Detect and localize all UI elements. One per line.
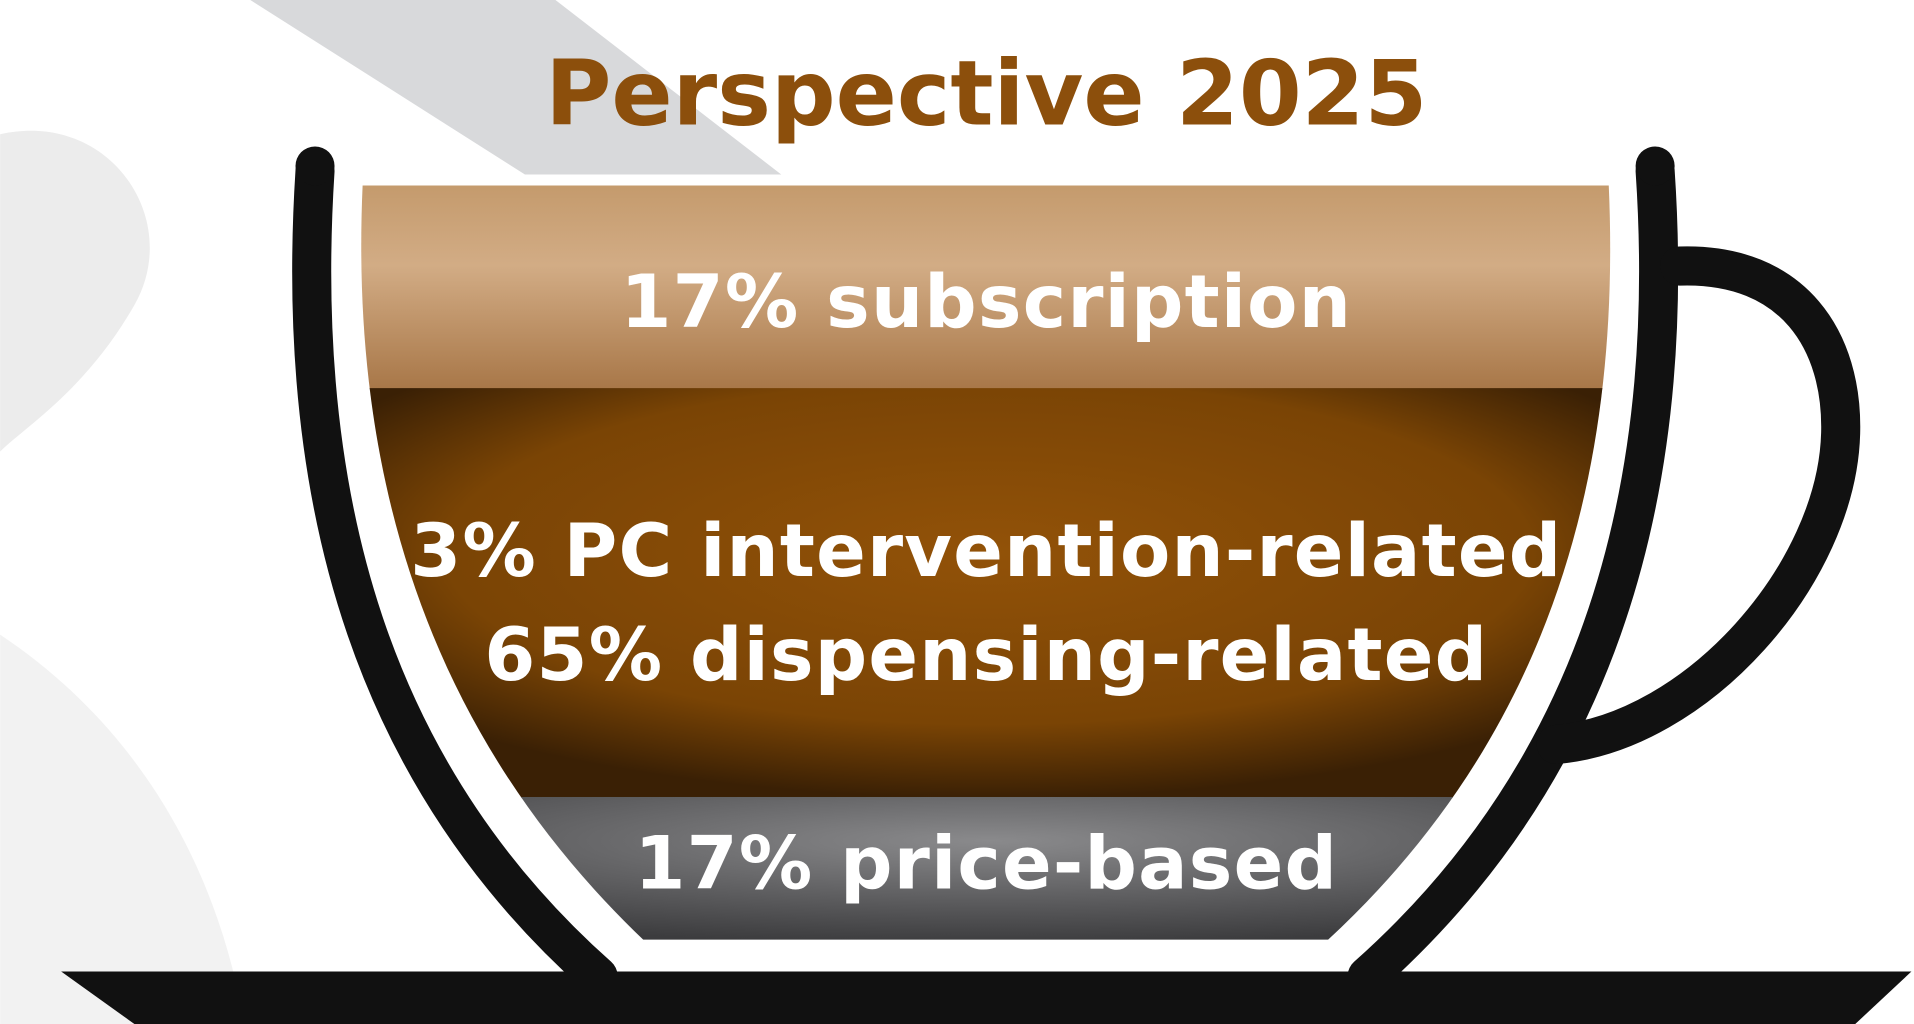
cup-infographic: Perspective 2025 17% subscription 3% PC …	[0, 0, 1914, 1024]
layer-label: 3% PC intervention-related	[410, 509, 1562, 594]
cup-rim-right	[1636, 146, 1675, 185]
layer-label: 17% subscription	[621, 260, 1353, 345]
cup-rim-left	[295, 146, 334, 185]
saucer	[61, 972, 1911, 1024]
layer-label: 17% price-based	[634, 822, 1338, 907]
layer-label: 65% dispensing-related	[484, 613, 1488, 698]
title: Perspective 2025	[545, 41, 1427, 146]
